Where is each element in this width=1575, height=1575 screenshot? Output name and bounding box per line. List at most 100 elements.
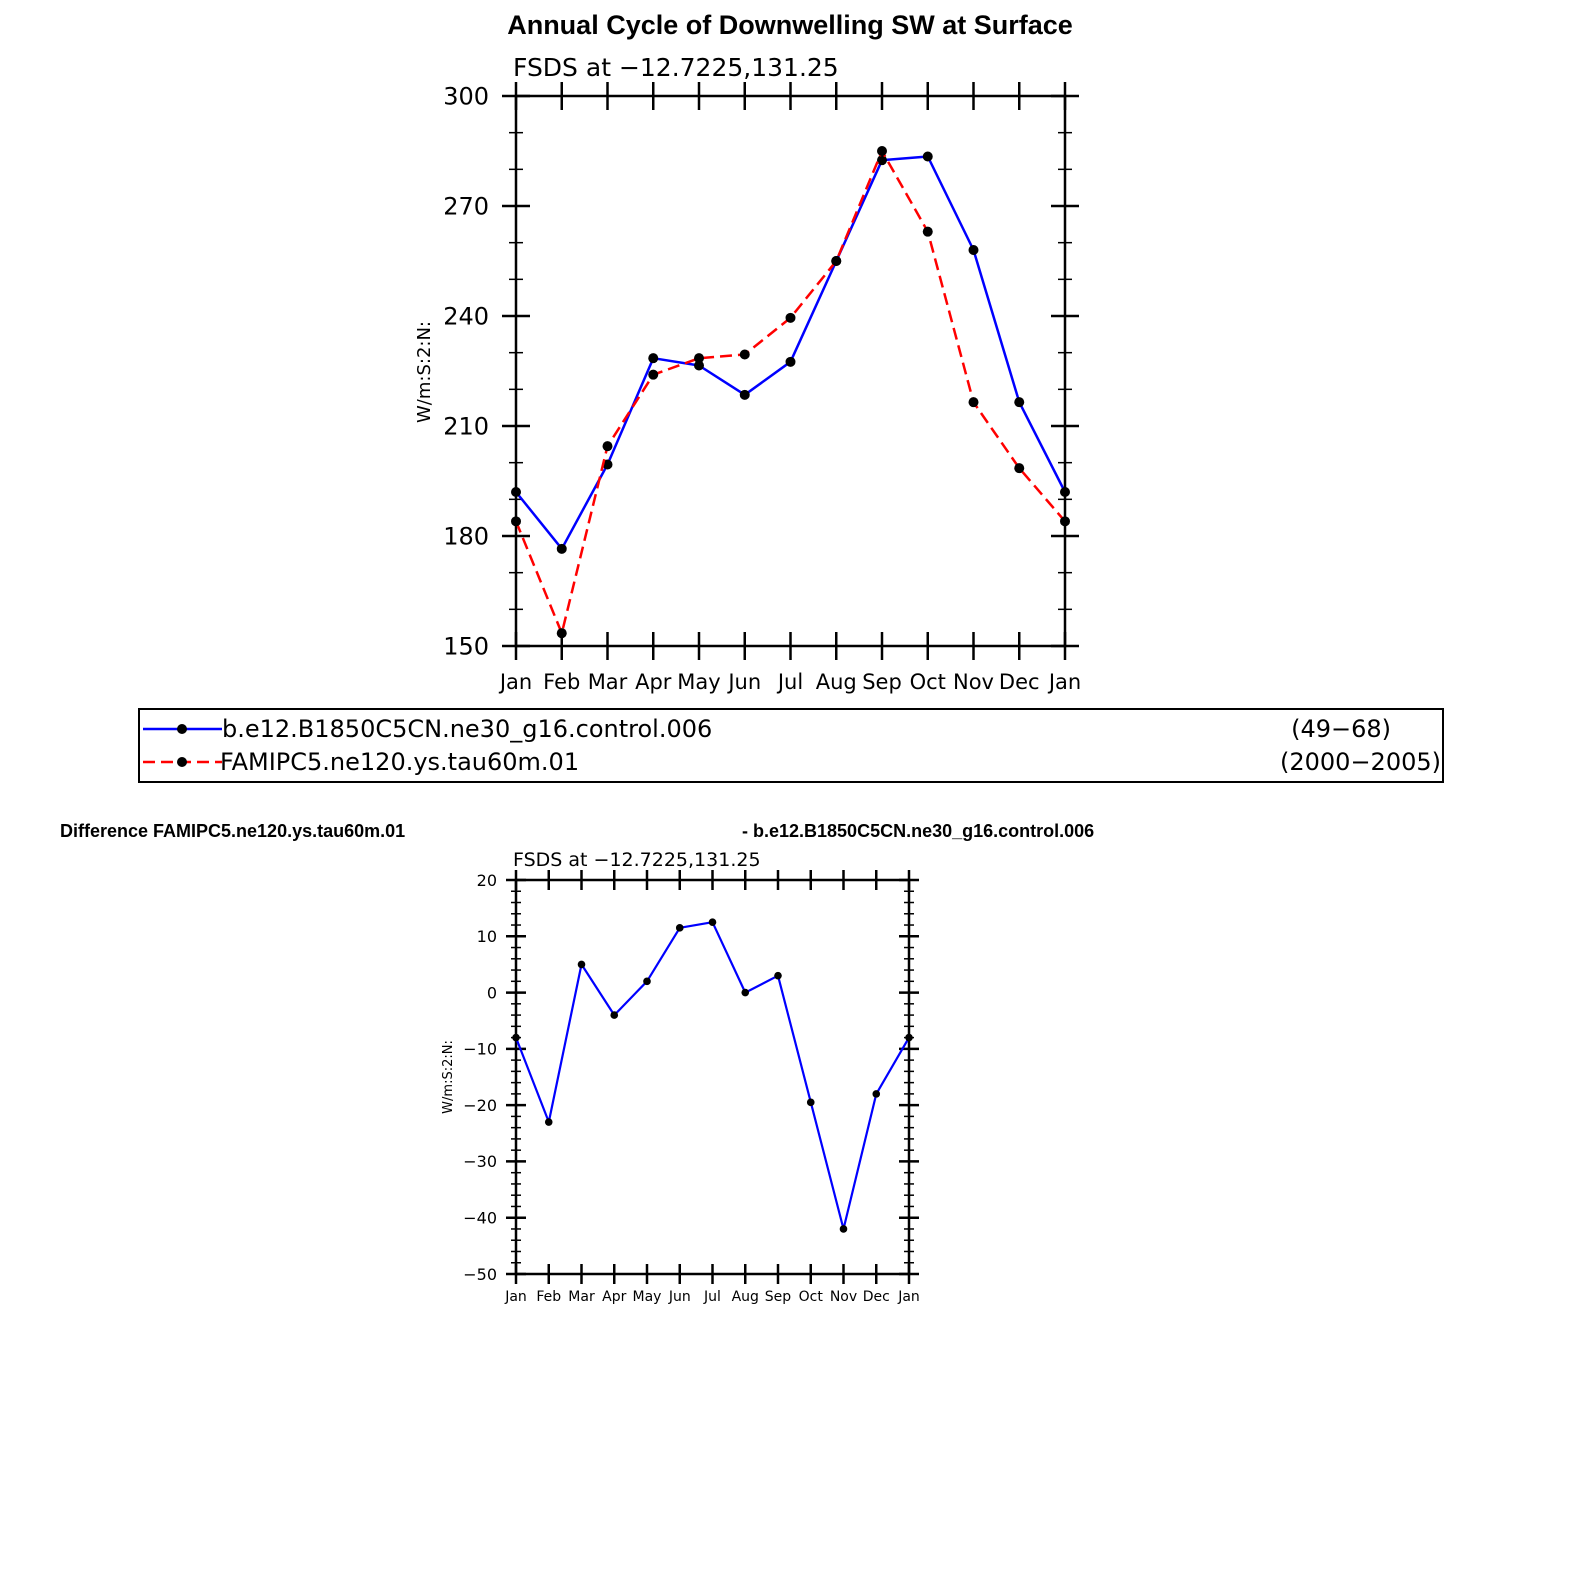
diff-series-group bbox=[512, 918, 913, 1233]
data-point bbox=[741, 988, 750, 997]
legend-years-control: (49−68) bbox=[1291, 715, 1391, 743]
x-tick-label: Nov bbox=[830, 1289, 857, 1305]
data-point bbox=[602, 441, 613, 452]
y-tick-label: 20 bbox=[477, 871, 497, 890]
data-point bbox=[511, 487, 521, 497]
legend-label-control: b.e12.B1850C5CN.ne30_g16.control.006 bbox=[222, 715, 712, 743]
data-point bbox=[922, 226, 933, 237]
x-tick-label: Jul bbox=[703, 1289, 721, 1305]
x-tick-label: Apr bbox=[635, 670, 672, 694]
data-point bbox=[1060, 487, 1070, 497]
data-point bbox=[922, 151, 933, 162]
data-point bbox=[1014, 463, 1025, 474]
x-tick-labels: Jan Feb Mar Apr May Jun Jul Aug Sep Oct Nov Dec Jan bbox=[498, 670, 1081, 694]
y-tick-label: 150 bbox=[443, 633, 489, 661]
data-point bbox=[511, 516, 521, 527]
series-group bbox=[511, 146, 1070, 639]
legend-label-famip: FAMIPC5.ne120.ys.tau60m.01 bbox=[220, 748, 579, 776]
series-line-2 bbox=[514, 149, 1066, 635]
x-tick-label: Dec bbox=[863, 1289, 890, 1305]
data-point bbox=[556, 628, 567, 639]
x-tick-label: Apr bbox=[602, 1289, 626, 1305]
legend: b.e12.B1850C5CN.ne30_g16.control.006 (49… bbox=[138, 708, 1444, 783]
y-axis-label: W/m:S:2:N: bbox=[414, 321, 435, 423]
x-tick-label: Jul bbox=[776, 670, 803, 694]
x-tick-label: Jan bbox=[1047, 670, 1081, 694]
y-tick-label: −40 bbox=[463, 1208, 497, 1227]
y-tick-label: 270 bbox=[443, 193, 489, 221]
series-line-1 bbox=[514, 921, 910, 1231]
x-tick-label: Mar bbox=[568, 1289, 595, 1305]
x-tick-label: Aug bbox=[816, 670, 857, 694]
x-tick-label: Jun bbox=[726, 670, 761, 694]
x-tick-label: May bbox=[633, 1289, 662, 1305]
axis-ticks bbox=[502, 82, 1079, 660]
diff-y-axis-label: W/m:S:2:N: bbox=[441, 1040, 456, 1114]
x-tick-label: Sep bbox=[862, 670, 902, 694]
data-point bbox=[806, 1098, 815, 1107]
data-point bbox=[556, 543, 567, 554]
data-point bbox=[785, 356, 796, 367]
x-tick-label: Aug bbox=[732, 1289, 759, 1305]
diff-title-left: Difference FAMIPC5.ne120.ys.tau60m.01 bbox=[60, 821, 405, 841]
data-point bbox=[839, 1225, 848, 1233]
diff-subtitle: FSDS at −12.7225,131.25 bbox=[513, 849, 761, 871]
plot-frame bbox=[514, 94, 1067, 648]
y-tick-label: 0 bbox=[487, 983, 497, 1002]
data-point bbox=[648, 369, 659, 380]
data-point bbox=[968, 397, 979, 408]
legend-marker-control bbox=[177, 724, 187, 734]
series-line-1 bbox=[515, 155, 1067, 551]
data-point bbox=[968, 245, 979, 255]
x-tick-label: Oct bbox=[910, 670, 946, 694]
x-tick-label: Sep bbox=[765, 1289, 792, 1305]
data-point bbox=[610, 1011, 619, 1019]
diff-title-right: - b.e12.B1850C5CN.ne30_g16.control.006 bbox=[742, 821, 1094, 841]
data-point bbox=[577, 960, 586, 969]
data-point bbox=[694, 360, 704, 371]
diff-y-tick-labels: −50 −40 −30 −20 −10 0 10 20 bbox=[463, 871, 497, 1284]
x-tick-label: Nov bbox=[953, 670, 994, 694]
data-point bbox=[774, 971, 782, 980]
x-tick-label: Jan bbox=[498, 670, 532, 694]
x-tick-label: Oct bbox=[799, 1289, 824, 1305]
data-point bbox=[905, 1033, 913, 1042]
y-tick-label: −10 bbox=[463, 1040, 497, 1059]
data-point bbox=[1014, 397, 1025, 408]
data-point bbox=[544, 1118, 553, 1126]
y-tick-label: 210 bbox=[443, 413, 489, 441]
difference-chart: Difference FAMIPC5.ne120.ys.tau60m.01 - … bbox=[60, 821, 1094, 1305]
y-tick-label: 10 bbox=[477, 927, 497, 946]
y-tick-label: −30 bbox=[463, 1152, 497, 1171]
data-point bbox=[648, 353, 659, 364]
legend-box bbox=[138, 708, 1444, 783]
data-point bbox=[785, 312, 796, 323]
data-point bbox=[877, 146, 887, 156]
data-point bbox=[739, 349, 750, 360]
chart-subtitle: FSDS at −12.7225,131.25 bbox=[513, 53, 839, 82]
data-point bbox=[831, 256, 842, 266]
chart-title: Annual Cycle of Downwelling SW at Surfac… bbox=[507, 10, 1073, 40]
data-point bbox=[1060, 516, 1070, 527]
diff-axis-ticks bbox=[506, 870, 919, 1284]
data-point bbox=[694, 353, 704, 364]
y-tick-label: 300 bbox=[443, 83, 489, 111]
x-tick-label: May bbox=[677, 670, 720, 694]
data-point bbox=[872, 1090, 881, 1098]
x-tick-label: Feb bbox=[536, 1289, 561, 1305]
diff-x-tick-labels: Jan Feb Mar Apr May Jun Jul Aug Sep Oct Nov Dec Jan bbox=[504, 1289, 920, 1305]
x-tick-label: Dec bbox=[999, 670, 1040, 694]
y-tick-label: 240 bbox=[443, 303, 489, 331]
data-point bbox=[602, 459, 613, 470]
data-point bbox=[877, 155, 887, 166]
x-tick-label: Jan bbox=[504, 1289, 527, 1305]
y-tick-label: −50 bbox=[463, 1265, 497, 1284]
data-point bbox=[739, 389, 750, 400]
data-point bbox=[512, 1033, 520, 1042]
data-point bbox=[708, 918, 717, 927]
diff-plot-frame bbox=[514, 878, 911, 1276]
y-tick-label: −20 bbox=[463, 1096, 497, 1115]
x-tick-label: Jun bbox=[668, 1289, 691, 1305]
data-point bbox=[675, 924, 684, 932]
